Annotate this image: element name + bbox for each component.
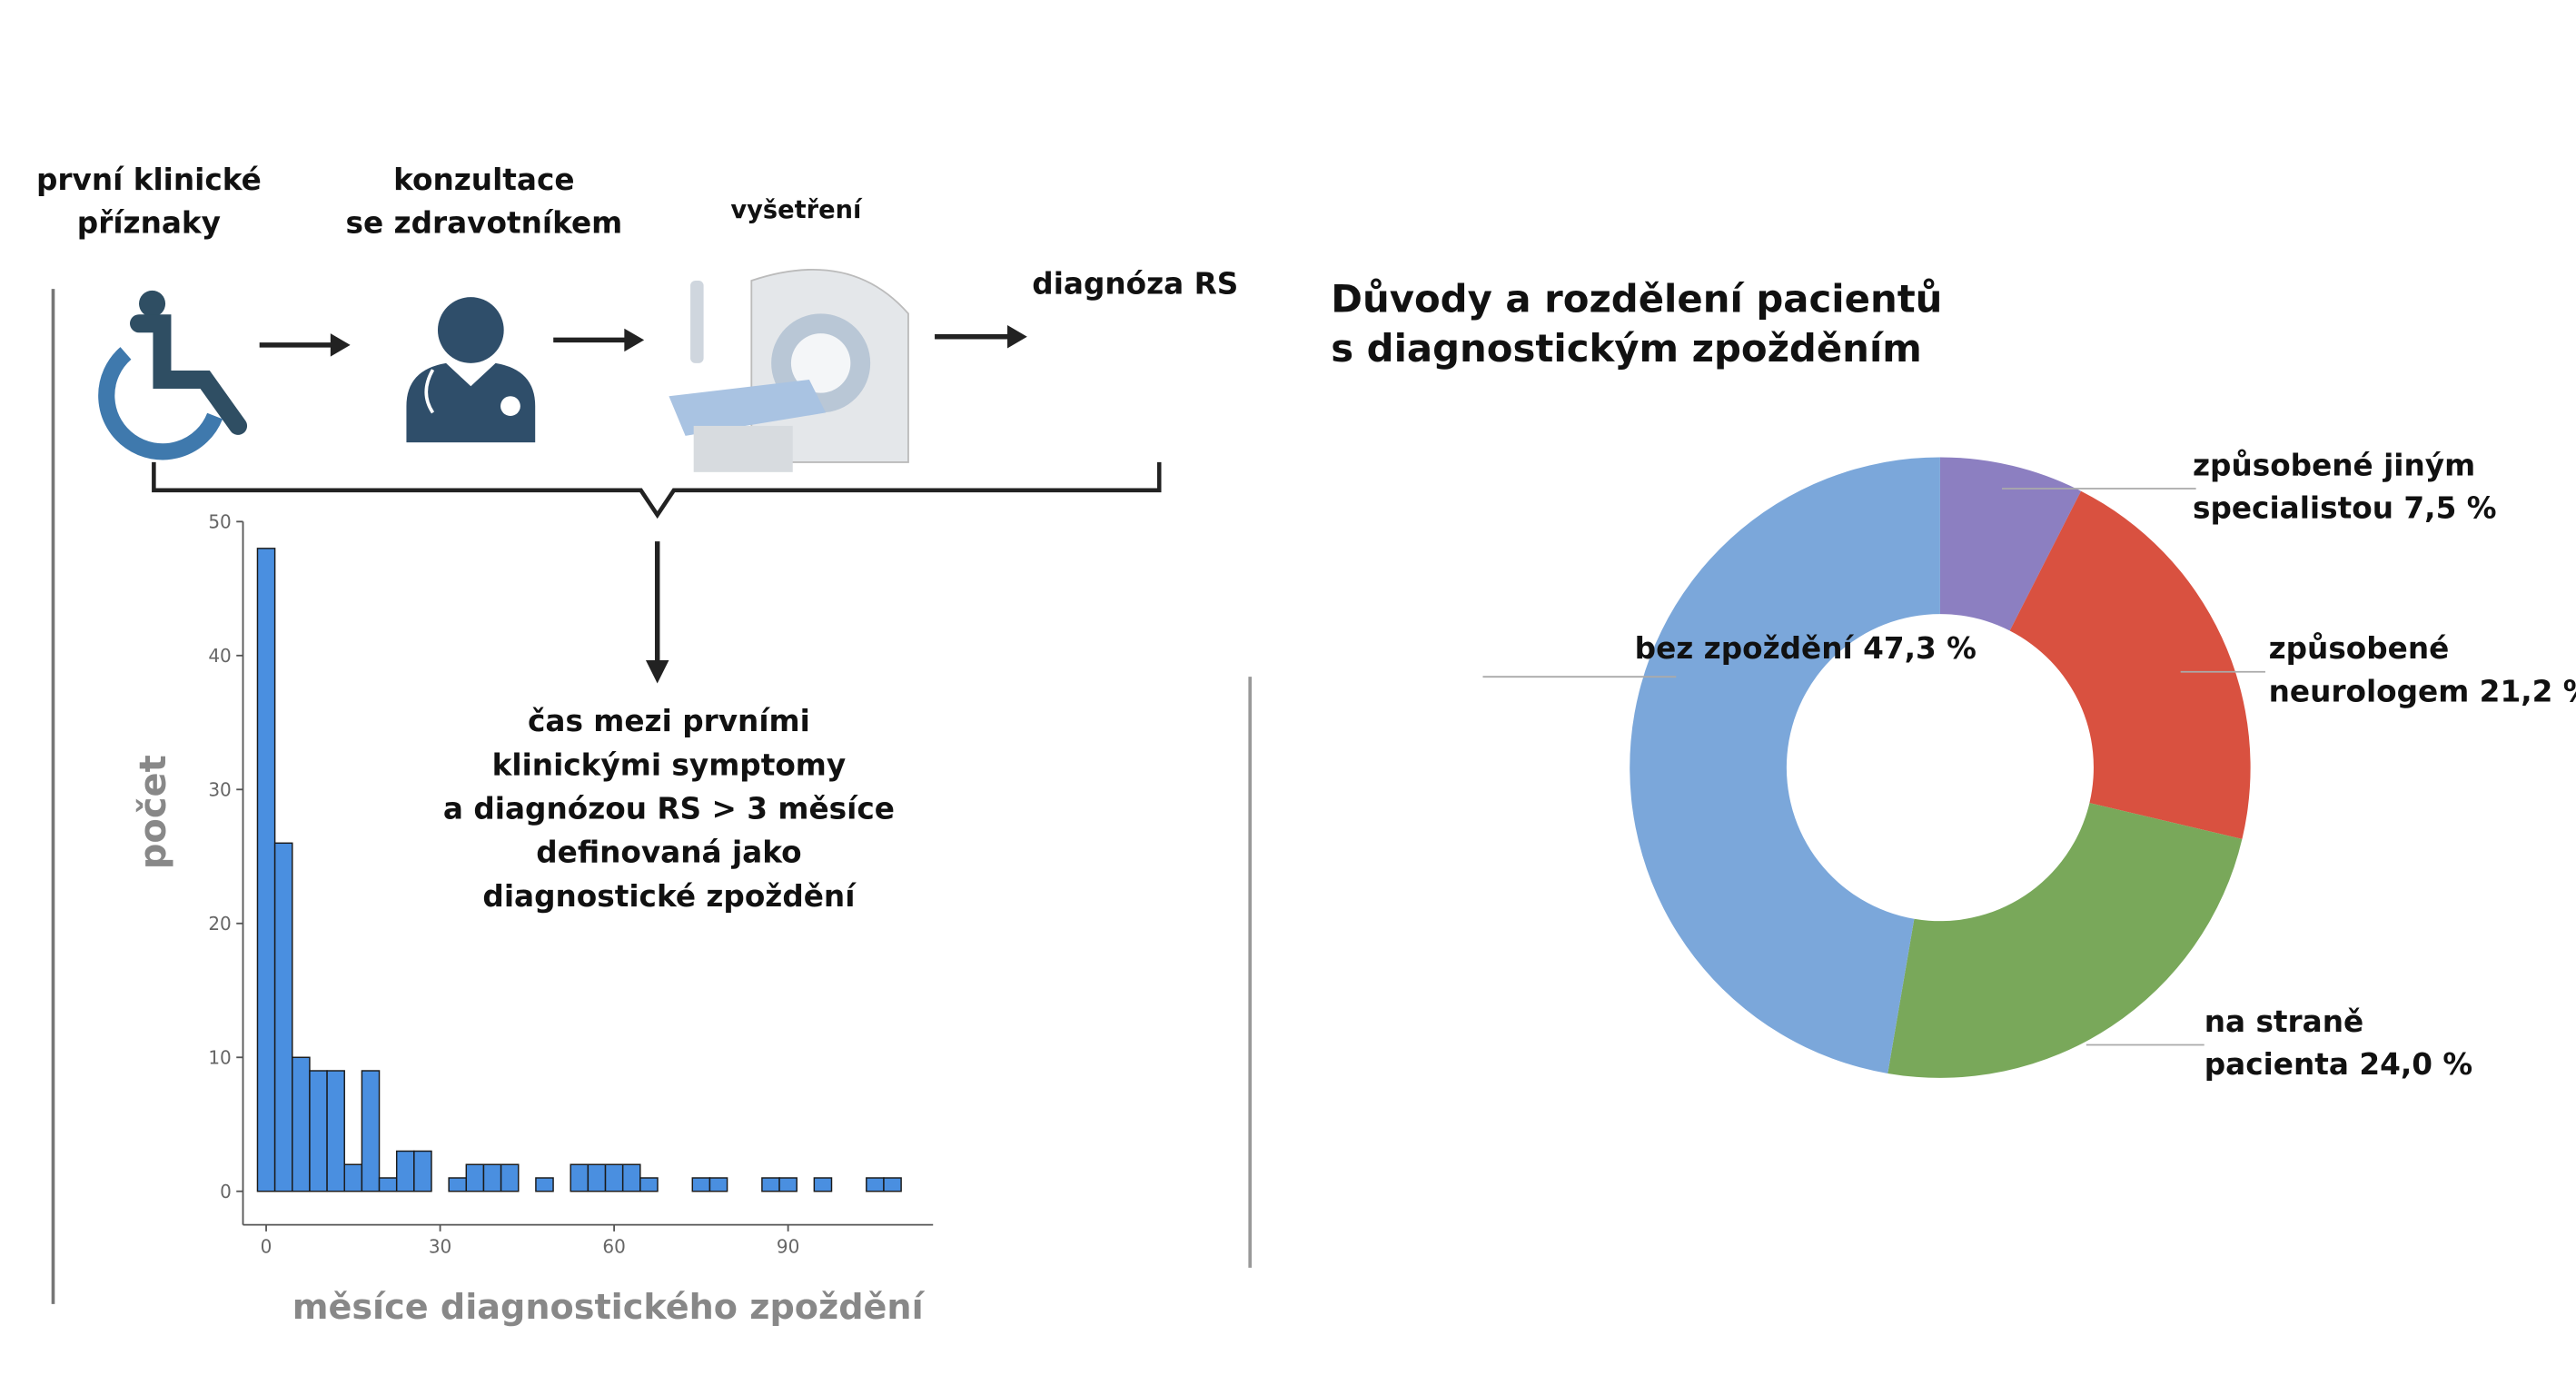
y-tick-label: 50: [208, 511, 231, 533]
histogram-bar: [639, 1177, 659, 1192]
value-label: 47,3 %: [1853, 631, 1977, 666]
value-label: 7,5 %: [2393, 491, 2496, 526]
doctor-icon: [406, 297, 536, 443]
histogram-bar: [448, 1177, 468, 1192]
histogram-bar: [761, 1177, 780, 1192]
donut-segment: [1887, 803, 2243, 1078]
x-tick-label: 90: [777, 1236, 799, 1258]
histogram-bar: [465, 1163, 485, 1192]
value-label: 24,0 %: [2349, 1047, 2472, 1082]
donut-segment: [1630, 457, 1940, 1073]
histogram-bar: [292, 1056, 311, 1192]
donut-segment: [1939, 457, 2082, 631]
flow-step-label: první klinické příznaky: [36, 163, 262, 240]
histogram-bar: [395, 1150, 415, 1192]
histogram-bar: [708, 1177, 728, 1192]
x-tick-label: 0: [261, 1236, 272, 1258]
x-axis-label: měsíce diagnostického zpoždění: [292, 1287, 926, 1327]
x-tick-label: 60: [602, 1236, 625, 1258]
histogram-bar: [500, 1163, 520, 1192]
histogram-bar: [866, 1177, 885, 1192]
flow-note: čas mezi prvními klinickými symptomy a dia…: [443, 704, 895, 914]
donut-segment: [2009, 490, 2251, 839]
histogram-bar: [691, 1177, 711, 1192]
histogram-bar: [343, 1163, 363, 1192]
histogram-bar: [813, 1177, 833, 1192]
histogram-bar: [309, 1070, 328, 1192]
y-tick-label: 10: [208, 1047, 231, 1069]
histogram-bar: [273, 842, 293, 1192]
histogram-bar: [604, 1163, 624, 1192]
histogram-bar: [256, 548, 276, 1192]
segment-label: na straně pacienta 24,0 %: [2204, 1004, 2472, 1082]
x-tick-label: 30: [429, 1236, 451, 1258]
flow-step-label: diagnóza RS: [1032, 267, 1238, 302]
histogram-bar: [587, 1163, 607, 1192]
wheelchair-icon: [98, 290, 248, 460]
segment-label: bez zpoždění 47,3 %: [1635, 631, 1977, 666]
segment-label: způsobené jiným specialistou 7,5 %: [2193, 448, 2496, 525]
chart-title: Důvody a rozdělení pacientů s diagnostick…: [1331, 277, 1942, 371]
histogram-bar: [378, 1177, 398, 1192]
histogram-bar: [482, 1163, 502, 1192]
histogram-bar: [778, 1177, 798, 1192]
y-axis-label: počet: [133, 755, 174, 869]
histogram-bar: [570, 1163, 590, 1192]
histogram-bar: [413, 1150, 432, 1192]
y-tick-label: 30: [208, 779, 231, 801]
y-tick-label: 20: [208, 913, 231, 935]
histogram-bar: [883, 1177, 902, 1192]
y-tick-label: 40: [208, 645, 231, 667]
y-tick-label: 0: [220, 1181, 232, 1202]
flow-arrows: [152, 325, 1162, 684]
flow-step-label: vyšetření: [730, 196, 863, 224]
histogram-bar: [621, 1163, 641, 1192]
histogram-bar: [361, 1070, 381, 1192]
flow-step-label: konzultace se zdravotníkem: [346, 163, 623, 240]
histogram-bar: [535, 1177, 554, 1192]
value-label: 21,2 %: [2469, 674, 2576, 708]
mri-icon: [669, 268, 909, 472]
histogram-bar: [326, 1070, 345, 1192]
